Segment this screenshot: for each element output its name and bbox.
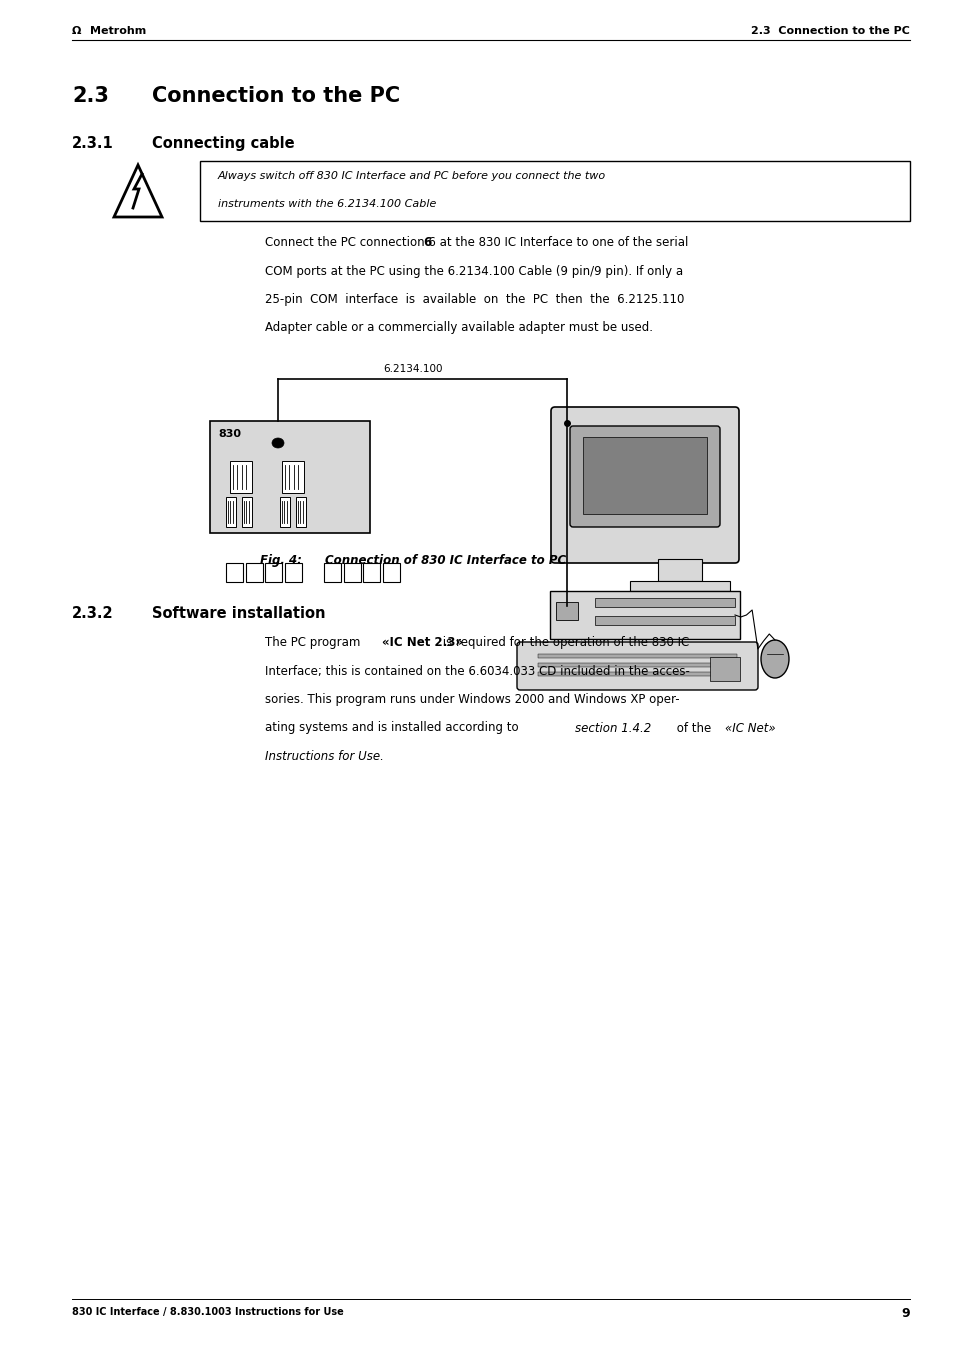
FancyBboxPatch shape bbox=[537, 671, 737, 676]
FancyBboxPatch shape bbox=[282, 461, 304, 493]
FancyBboxPatch shape bbox=[363, 563, 379, 582]
Text: 6: 6 bbox=[423, 236, 432, 249]
FancyBboxPatch shape bbox=[343, 563, 360, 582]
Text: Adapter cable or a commercially available adapter must be used.: Adapter cable or a commercially availabl… bbox=[265, 322, 652, 335]
Text: 25-pin  COM  interface  is  available  on  the  PC  then  the  6.2125.110: 25-pin COM interface is available on the… bbox=[265, 293, 683, 305]
FancyBboxPatch shape bbox=[582, 436, 706, 513]
Text: «IC Net»: «IC Net» bbox=[724, 721, 775, 735]
Text: Metrohm: Metrohm bbox=[90, 26, 146, 36]
FancyBboxPatch shape bbox=[245, 563, 262, 582]
FancyBboxPatch shape bbox=[595, 598, 734, 607]
Text: ating systems and is installed according to: ating systems and is installed according… bbox=[265, 721, 522, 735]
FancyBboxPatch shape bbox=[280, 497, 290, 527]
Text: 2.3.2: 2.3.2 bbox=[71, 607, 113, 621]
Text: of the: of the bbox=[672, 721, 714, 735]
Text: Connect the PC connection 6 at the 830 IC Interface to one of the serial: Connect the PC connection 6 at the 830 I… bbox=[265, 236, 688, 249]
Text: 830 IC Interface / 8.830.1003 Instructions for Use: 830 IC Interface / 8.830.1003 Instructio… bbox=[71, 1306, 343, 1317]
Text: 2.3: 2.3 bbox=[71, 86, 109, 105]
Text: 9: 9 bbox=[901, 1306, 909, 1320]
Polygon shape bbox=[113, 165, 162, 218]
Text: Fig. 4:: Fig. 4: bbox=[260, 554, 301, 567]
Text: sories. This program runs under Windows 2000 and Windows XP oper-: sories. This program runs under Windows … bbox=[265, 693, 679, 707]
FancyBboxPatch shape bbox=[200, 161, 909, 222]
FancyBboxPatch shape bbox=[382, 563, 399, 582]
Text: COM ports at the PC using the 6.2134.100 Cable (9 pin/9 pin). If only a: COM ports at the PC using the 6.2134.100… bbox=[265, 265, 682, 277]
FancyBboxPatch shape bbox=[550, 590, 740, 639]
Ellipse shape bbox=[760, 640, 788, 678]
FancyBboxPatch shape bbox=[595, 616, 734, 626]
FancyBboxPatch shape bbox=[537, 663, 737, 667]
FancyBboxPatch shape bbox=[551, 407, 739, 563]
Text: Connection to the PC: Connection to the PC bbox=[152, 86, 399, 105]
Text: Software installation: Software installation bbox=[152, 607, 325, 621]
Text: 2.3.1: 2.3.1 bbox=[71, 136, 113, 151]
Text: 6.2134.100: 6.2134.100 bbox=[382, 363, 442, 374]
Text: Connection of 830 IC Interface to PC: Connection of 830 IC Interface to PC bbox=[325, 554, 565, 567]
FancyBboxPatch shape bbox=[210, 422, 370, 534]
FancyBboxPatch shape bbox=[295, 497, 306, 527]
FancyBboxPatch shape bbox=[569, 426, 720, 527]
FancyBboxPatch shape bbox=[265, 563, 282, 582]
FancyBboxPatch shape bbox=[324, 563, 340, 582]
Text: 2.3  Connection to the PC: 2.3 Connection to the PC bbox=[750, 26, 909, 36]
Text: «IC Net 2.3»: «IC Net 2.3» bbox=[381, 636, 462, 648]
FancyBboxPatch shape bbox=[517, 642, 758, 690]
FancyBboxPatch shape bbox=[709, 657, 740, 681]
Text: section 1.4.2: section 1.4.2 bbox=[575, 721, 651, 735]
Text: Instructions for Use.: Instructions for Use. bbox=[265, 750, 383, 763]
FancyBboxPatch shape bbox=[658, 559, 701, 581]
Text: Always switch off 830 IC Interface and PC before you connect the two: Always switch off 830 IC Interface and P… bbox=[218, 172, 605, 181]
FancyBboxPatch shape bbox=[226, 563, 243, 582]
Ellipse shape bbox=[560, 611, 571, 619]
FancyBboxPatch shape bbox=[556, 603, 578, 620]
Ellipse shape bbox=[272, 438, 284, 449]
Text: is required for the operation of the 830 IC: is required for the operation of the 830… bbox=[438, 636, 688, 648]
FancyBboxPatch shape bbox=[230, 461, 252, 493]
FancyBboxPatch shape bbox=[284, 563, 301, 582]
Text: Connecting cable: Connecting cable bbox=[152, 136, 294, 151]
Text: Interface; this is contained on the 6.6034.033 CD included in the acces-: Interface; this is contained on the 6.60… bbox=[265, 665, 689, 677]
Text: instruments with the 6.2134.100 Cable: instruments with the 6.2134.100 Cable bbox=[218, 199, 436, 209]
Text: Ω: Ω bbox=[71, 26, 81, 36]
Text: The PC program: The PC program bbox=[265, 636, 364, 648]
FancyBboxPatch shape bbox=[629, 581, 729, 590]
FancyBboxPatch shape bbox=[226, 497, 235, 527]
Text: 830: 830 bbox=[218, 430, 241, 439]
FancyBboxPatch shape bbox=[537, 654, 737, 658]
FancyBboxPatch shape bbox=[242, 497, 252, 527]
